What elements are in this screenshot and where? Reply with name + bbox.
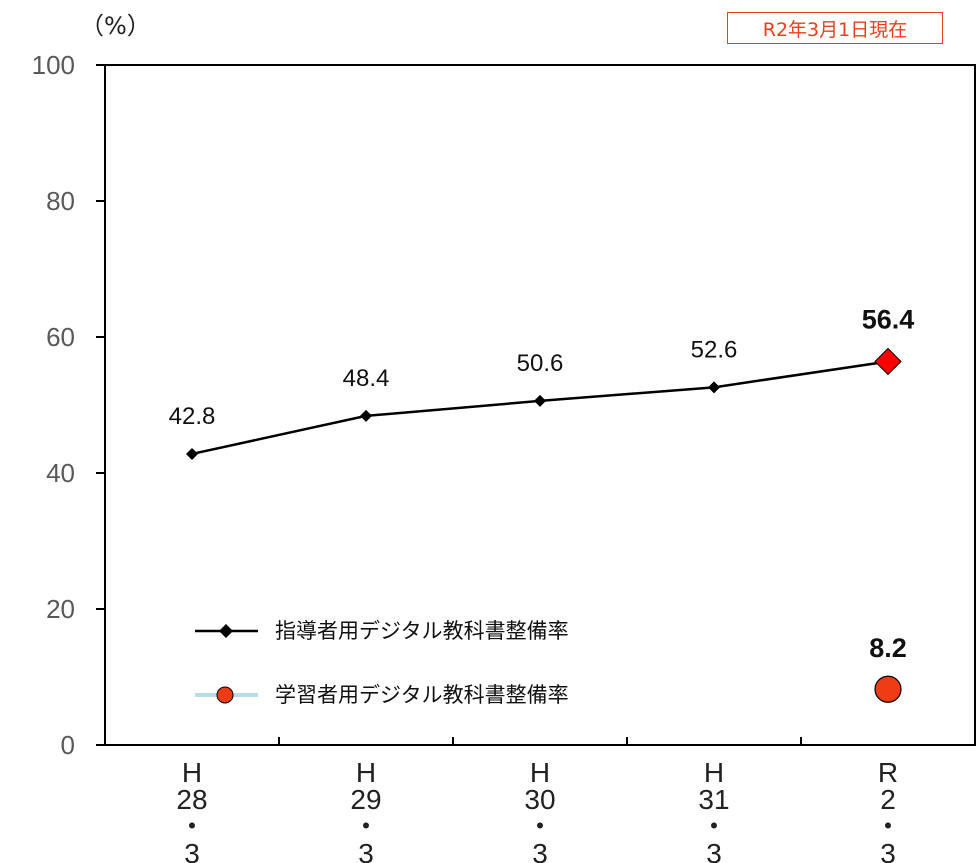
data-point-teacher [186,447,198,460]
x-tick-label: H [704,757,724,788]
data-label-teacher: 42.8 [169,403,216,430]
x-tick-label: 28 [176,784,207,815]
data-label-teacher: 48.4 [343,365,390,392]
y-ticks: 0 20 40 60 80 100 [32,50,105,760]
legend-label-student: 学習者用デジタル教科書整備率 [275,683,569,707]
x-tick-label: H [356,757,376,788]
x-tick-label: ・ [700,811,728,842]
x-tick-label: ・ [526,811,554,842]
data-label-student: 8.2 [869,633,907,663]
axes: （%） [80,12,976,746]
x-tick-label: 3 [358,838,374,863]
y-tick-label: 20 [46,594,75,624]
legend-label-teacher: 指導者用デジタル教科書整備率 [275,619,569,643]
x-tick-label: 2 [880,784,896,815]
data-point-teacher [874,347,902,376]
date-badge: R2年3月1日現在 [727,12,943,44]
y-tick-label: 80 [46,186,75,216]
x-tick-label: 30 [524,784,555,815]
y-tick-label: 0 [61,730,75,760]
y-tick-label: 60 [46,322,75,352]
data-point-student [874,675,902,703]
data-label-teacher: 50.6 [517,350,564,377]
x-tick-label: R [878,757,898,788]
data-label-teacher: 56.4 [862,304,915,334]
plot-area-border [104,64,976,746]
legend-marker-teacher [219,624,233,638]
series-layer: 42.8 48.4 50.6 52.6 56.4 8.2 [169,304,915,703]
x-tick-label: 29 [350,784,381,815]
x-tick-label: H [182,757,202,788]
x-tick-label: 3 [706,838,722,863]
y-tick-label: 40 [46,458,75,488]
x-tick-label: H [530,757,550,788]
data-label-teacher: 52.6 [691,336,738,363]
y-axis-unit-label: （%） [80,12,151,40]
legend-marker-student [216,686,234,704]
data-point-teacher [708,381,720,394]
x-tick-label: ・ [178,811,206,842]
data-point-teacher [534,394,546,407]
y-tick-label: 100 [32,50,75,80]
x-tick-label: 3 [184,838,200,863]
x-tick-label: 3 [880,838,896,863]
x-tick-label: 31 [698,784,729,815]
x-tick-label: 3 [532,838,548,863]
x-tick-label: ・ [352,811,380,842]
x-tick-label: ・ [874,811,902,842]
data-point-teacher [360,409,372,422]
